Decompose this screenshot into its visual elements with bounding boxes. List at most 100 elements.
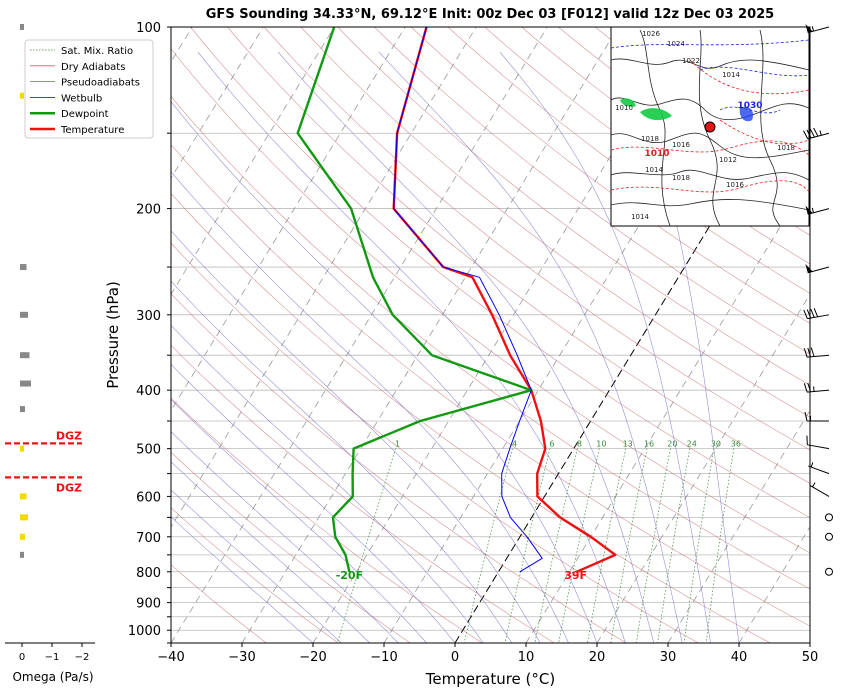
y-tick-label: 900 [136, 597, 161, 612]
mixing-ratio-label: 8 [577, 440, 582, 449]
x-tick-label: 40 [731, 650, 748, 665]
omega-bar [20, 93, 24, 99]
pseudoadiabat [8, 209, 427, 643]
mixing-ratio-label: 24 [687, 440, 697, 449]
surface-temperature-label: 39F [564, 569, 587, 582]
y-tick-label: 1000 [128, 624, 161, 639]
omega-bar [20, 493, 27, 499]
barb-full [814, 128, 818, 136]
chart-title: GFS Sounding 34.33°N, 69.12°E Init: 00z … [206, 7, 774, 22]
x-axis-label: Temperature (°C) [425, 670, 555, 688]
omega-bar [20, 24, 24, 30]
mixing-ratio-label: 13 [623, 440, 633, 449]
mixing-ratio-line [657, 449, 690, 646]
pseudoadiabat [18, 181, 455, 643]
calm-circle [826, 514, 833, 521]
barb-full [811, 348, 814, 357]
legend-label: Pseudoadiabats [61, 78, 140, 89]
surface-dewpoint-label: -20F [336, 569, 363, 582]
omega-bar [20, 381, 31, 387]
barb-half [820, 130, 821, 135]
inset-isobar-label: 1022 [682, 57, 700, 65]
series-wetbulb [394, 27, 543, 572]
mixing-ratio-line [636, 449, 670, 646]
inset-location-marker [705, 122, 715, 132]
legend-label: Sat. Mix. Ratio [61, 46, 133, 57]
wind-barb [805, 264, 829, 273]
barb-full [804, 383, 807, 392]
x-tick-label: 30 [660, 650, 677, 665]
wind-barb [810, 483, 829, 497]
legend: Sat. Mix. Ratio Dry Adiabats Pseudoadiabat… [25, 40, 153, 138]
y-axis-label: Pressure (hPa) [104, 281, 122, 389]
inset-isobar-label: 1016 [672, 141, 690, 149]
barb-half [812, 208, 813, 213]
mixing-ratio-label: 20 [667, 440, 677, 449]
mixing-ratio-line [706, 449, 734, 646]
wind-barb [804, 308, 829, 318]
y-tick-label: 200 [136, 203, 161, 218]
mixing-ratio-label: 6 [549, 440, 554, 449]
x-tick-label: −30 [228, 650, 255, 665]
legend-label: Dewpoint [61, 109, 109, 120]
inset-isobar-label: 1018 [777, 144, 795, 152]
inset-isobar-label: 1024 [667, 40, 685, 48]
y-tick-label: 700 [136, 531, 161, 546]
omega-tick-label: −2 [75, 652, 90, 663]
legend-label: Dry Adiabats [61, 62, 125, 73]
wind-barb [826, 568, 833, 575]
mixing-ratio-label: 10 [596, 440, 606, 449]
inset-isobar-label: 1014 [722, 71, 740, 79]
omega-bar [20, 312, 28, 318]
x-tick-label: 0 [451, 650, 459, 665]
wind-barb [826, 514, 833, 521]
omega-bar [20, 514, 28, 520]
inset-isobar-label: 1010 [615, 104, 633, 112]
omega-bar [20, 534, 25, 540]
mixing-ratio-label: 1 [395, 440, 400, 449]
omega-bar [20, 446, 24, 452]
calm-circle [826, 568, 833, 575]
barb-full [814, 308, 818, 317]
barb-staff [807, 445, 829, 449]
omega-tick-label: −1 [45, 652, 60, 663]
pseudoadiabat [28, 150, 484, 643]
barb-half [813, 483, 816, 487]
legend-label: Wetbulb [61, 93, 102, 104]
inset-isobar-label: 1018 [672, 174, 690, 182]
omega-bar [20, 406, 25, 412]
series-temperature [394, 27, 616, 572]
isotherm [810, 27, 848, 643]
y-tick-label: 600 [136, 490, 161, 505]
x-tick-label: −40 [157, 650, 184, 665]
pseudoadiabat [198, 52, 626, 643]
x-tick-label: −10 [370, 650, 397, 665]
isotherm [100, 27, 476, 643]
isotherm [171, 27, 547, 643]
barb-full [811, 309, 815, 318]
wind-barb [805, 24, 829, 33]
omega-bar [20, 264, 27, 270]
y-tick-label: 300 [136, 309, 161, 324]
barb-half [812, 26, 813, 31]
omega-bar [20, 552, 24, 558]
inset-isobar-label: 1016 [726, 181, 744, 189]
y-tick-label: 400 [136, 384, 161, 399]
inset-map: 1026102410221014101010181016101210141018… [611, 27, 809, 226]
barb-full [804, 348, 807, 357]
mixing-ratio-label: 30 [711, 440, 721, 449]
dgz-label: DGZ [56, 429, 82, 442]
inset-isobar-label: 1026 [642, 30, 660, 38]
dgz-label: DGZ [56, 481, 82, 494]
pseudoadiabat [81, 52, 569, 643]
mixing-ratio-line [610, 449, 647, 646]
x-tick-label: 50 [802, 650, 819, 665]
wind-barb [826, 533, 833, 540]
y-tick-label: 100 [136, 21, 161, 36]
x-tick-label: 20 [589, 650, 606, 665]
legend-label: Temperature [60, 125, 124, 136]
pseudoadiabat [133, 52, 597, 643]
y-tick-label: 500 [136, 443, 161, 458]
